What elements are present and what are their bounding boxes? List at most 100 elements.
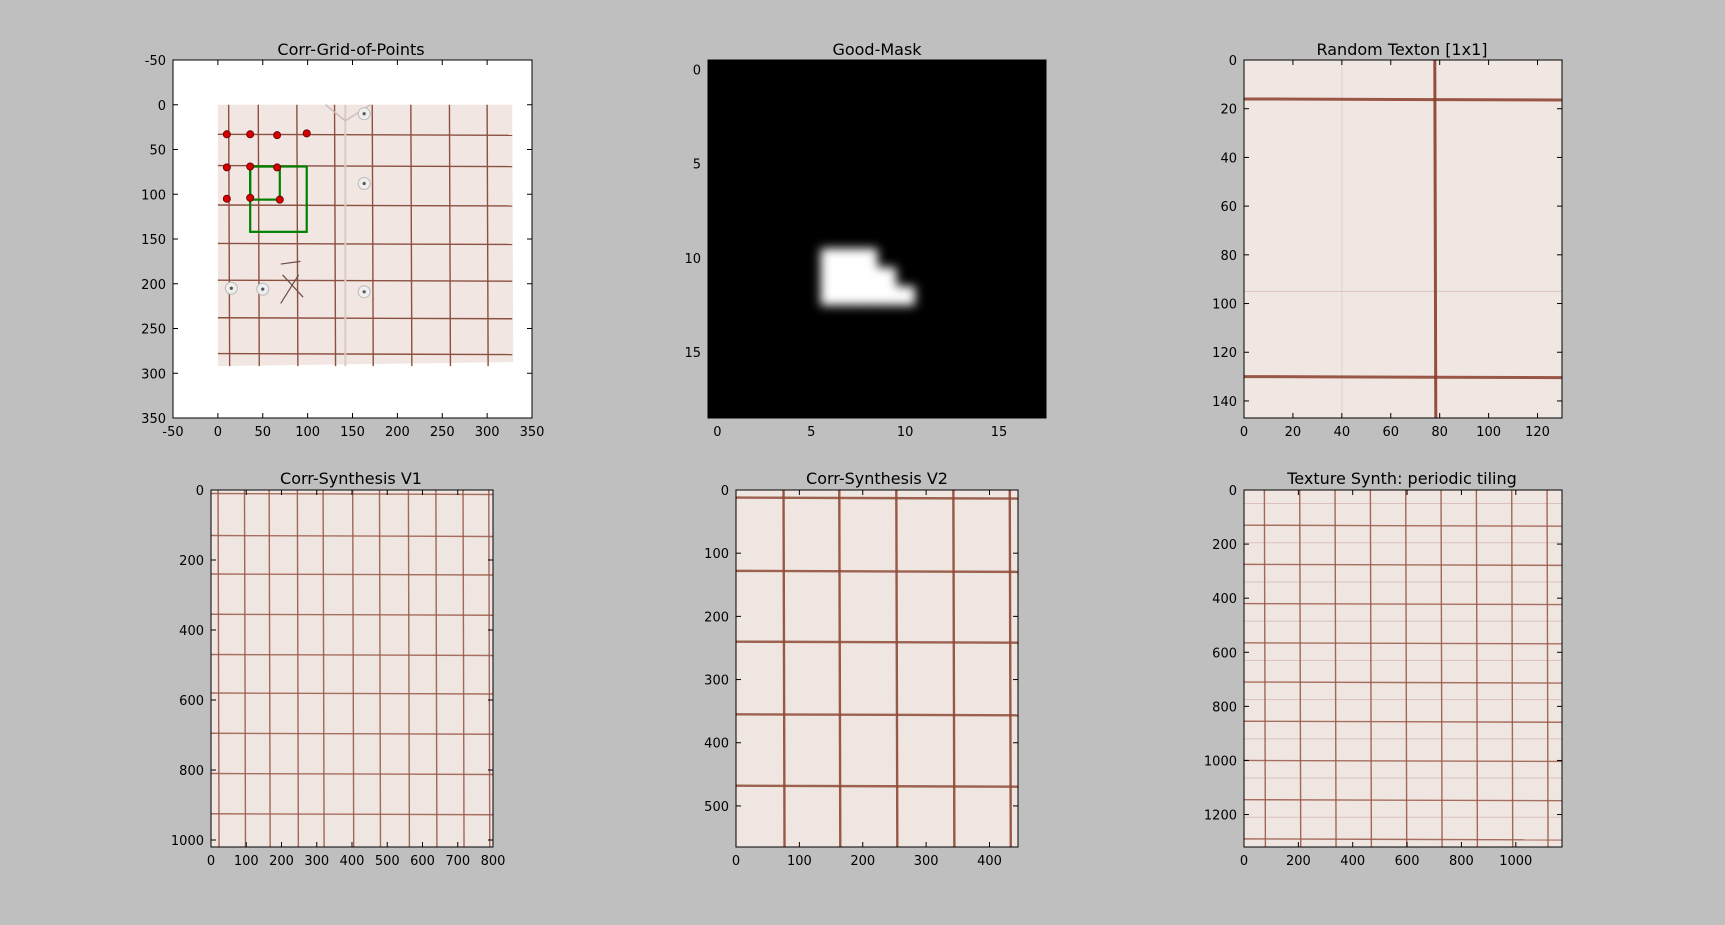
y-tick-label: 80 <box>1220 249 1237 264</box>
grid-point-marker <box>246 193 255 202</box>
shirt-button-hole <box>229 286 233 290</box>
subplot-corr-synthesis-v1: Corr-Synthesis V1 0 100 200 300 400 500 600 700… <box>171 469 506 869</box>
texture-stripe-vertical <box>782 490 786 847</box>
x-tick-label: 200 <box>269 854 294 869</box>
plot-area <box>211 490 493 847</box>
x-tick-label: 200 <box>385 425 410 440</box>
texture-stripe-horizontal <box>211 613 493 616</box>
x-tick-label: 600 <box>1395 854 1420 869</box>
x-tick-label: 1000 <box>1499 854 1532 869</box>
axes-frame <box>1243 489 1563 848</box>
x-tick-label: 150 <box>340 425 365 440</box>
texture-stripe-horizontal <box>1244 720 1562 723</box>
y-tick-label: 200 <box>1212 538 1237 553</box>
mask-cell <box>839 248 859 268</box>
x-tick-label: 60 <box>1382 425 1399 440</box>
x-tick-label: 600 <box>410 854 435 869</box>
x-tick-label: 400 <box>977 854 1002 869</box>
y-tick-label: 50 <box>149 144 166 159</box>
subplot-corr-synthesis-v2: Corr-Synthesis V2 0 100 200 300 400 0 100 200 30… <box>704 469 1019 869</box>
texture-stripe-horizontal <box>736 496 1018 500</box>
grid-point-marker <box>246 162 255 171</box>
texture-stripe-horizontal <box>1244 759 1562 763</box>
texture-stripe-horizontal <box>211 534 493 538</box>
y-tick-label: 200 <box>704 610 729 625</box>
subplot-title: Good-Mask <box>832 40 922 59</box>
texture-image <box>1244 490 1562 847</box>
y-tick-label: 400 <box>179 624 204 639</box>
y-tick-label: 500 <box>704 800 729 815</box>
shirt-stripe-vertical <box>371 104 374 367</box>
mask-cell <box>895 286 916 306</box>
y-tick-label: 100 <box>704 547 729 562</box>
y-tick-label: 200 <box>141 278 166 293</box>
x-tick-label: 20 <box>1285 425 1302 440</box>
y-tick-label: 400 <box>1212 592 1237 607</box>
shirt-image <box>217 104 514 367</box>
x-tick-label: 400 <box>340 854 365 869</box>
mask-cell <box>858 248 878 268</box>
shirt-stripe-vertical <box>296 104 299 367</box>
mask-cell <box>839 286 859 306</box>
subplot-random-texton: Random Texton [1x1] 0 20 40 60 80 100 120 0 20 40… <box>1212 40 1563 440</box>
x-tick-label: 300 <box>475 425 500 440</box>
texture-stripe-horizontal <box>1244 524 1562 527</box>
subplot-title: Corr-Synthesis V1 <box>280 469 422 488</box>
shirt-stripe-horizontal <box>217 204 513 207</box>
y-tick-label: 100 <box>141 188 166 203</box>
subplot-periodic-tiling: Texture Synth: periodic tiling 0 200 400 60… <box>1204 469 1563 869</box>
texture-stripe-horizontal <box>211 813 493 816</box>
texture-stripe-vertical <box>352 490 355 847</box>
texture-stripe-horizontal <box>1244 563 1562 567</box>
mask-cell <box>820 248 840 268</box>
shirt-stripe-vertical <box>257 104 260 367</box>
grid-point-marker <box>222 163 231 172</box>
texture-stripe-vertical <box>1299 490 1302 847</box>
x-tick-label: 0 <box>1240 425 1248 440</box>
shirt-button-hole <box>362 290 366 294</box>
y-tick-label: 350 <box>141 412 166 427</box>
x-tick-label: 500 <box>375 854 400 869</box>
shirt-stripe-vertical <box>448 104 452 367</box>
plot-area <box>1244 490 1562 847</box>
y-tick-label: 40 <box>1220 151 1237 166</box>
texture-stripe-vertical <box>322 490 325 847</box>
y-tick-label: 5 <box>693 158 701 173</box>
x-tick-label: 15 <box>991 425 1008 440</box>
mask-background <box>708 60 1046 418</box>
y-tick-label: 140 <box>1212 395 1237 410</box>
shirt-stripe-horizontal <box>217 352 513 356</box>
grid-point-marker <box>275 195 284 204</box>
plot-area <box>736 490 1018 847</box>
shirt-pocket-stitching <box>280 260 304 304</box>
subplot-title: Corr-Grid-of-Points <box>277 40 424 59</box>
texture-stripe-horizontal <box>211 732 493 735</box>
mask-cell <box>858 286 878 306</box>
texture-stripe-horizontal <box>1244 681 1562 684</box>
texture-stripe-horizontal <box>211 573 493 576</box>
plot-area <box>1244 60 1562 418</box>
texture-stripe-horizontal <box>736 713 1018 717</box>
texture-stripe-horizontal <box>211 772 493 776</box>
texture-stripe-horizontal <box>1244 838 1562 841</box>
x-tick-label: -50 <box>162 425 183 440</box>
shirt-stripe-vertical <box>333 104 337 367</box>
mask-region <box>820 248 916 306</box>
y-tick-label: 0 <box>1229 484 1237 499</box>
grid-point-marker <box>302 129 311 138</box>
texture-stripe-vertical <box>407 490 411 847</box>
mask-cell <box>877 286 897 306</box>
texture-stripe-vertical <box>838 490 842 847</box>
y-tick-label: 0 <box>158 99 166 114</box>
y-tick-label: 0 <box>693 63 701 78</box>
y-tick-label: 250 <box>141 323 166 338</box>
texture-stripe-vertical <box>462 490 465 847</box>
shirt-button-hole <box>362 112 366 116</box>
x-tick-label: 700 <box>445 854 470 869</box>
mask-cell <box>820 267 840 287</box>
x-tick-label: 0 <box>1240 854 1248 869</box>
texture-stripe-vertical <box>1369 490 1373 847</box>
y-tick-label: 20 <box>1220 103 1237 118</box>
texture-stripe-vertical <box>243 490 247 847</box>
texture-stripe-horizontal <box>1244 602 1562 606</box>
